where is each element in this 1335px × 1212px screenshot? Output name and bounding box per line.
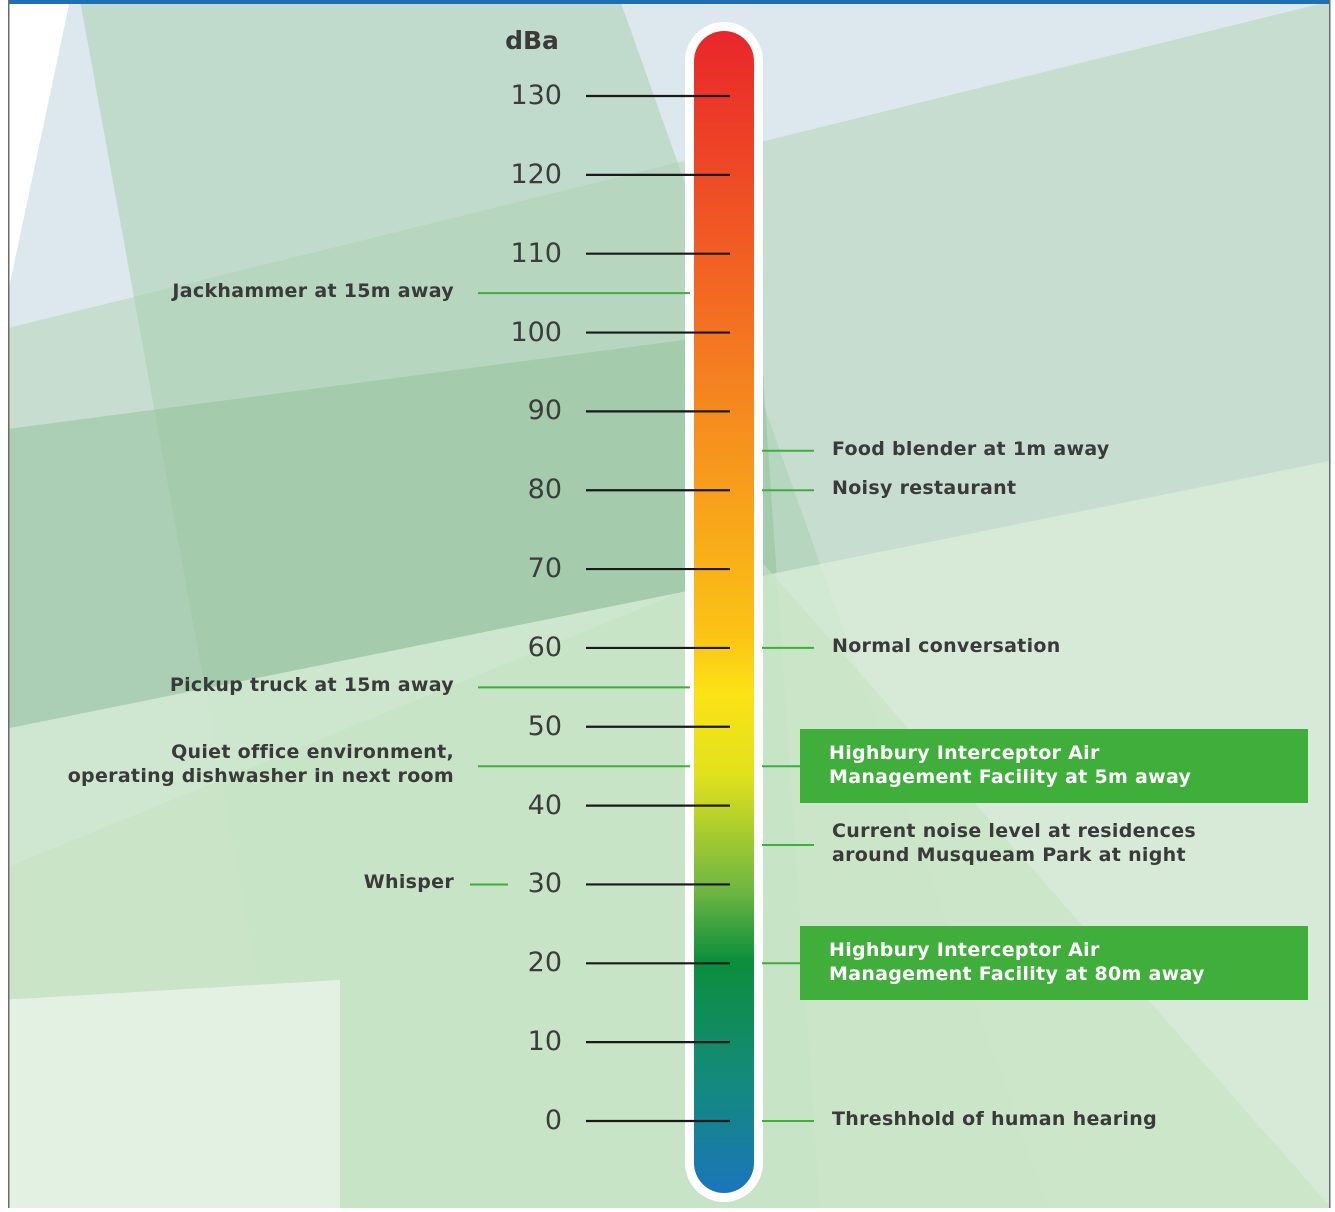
note-text-line: Whisper: [363, 871, 454, 894]
left-annotation: Pickup truck at 15m away: [170, 673, 454, 697]
left-annotation: Whisper: [364, 870, 454, 894]
note-text-line: Noisy restaurant: [832, 477, 1017, 500]
note-text-line: Highbury Interceptor Air: [829, 742, 1100, 765]
tick-label: 20: [527, 947, 562, 979]
note-text-line: Management Facility at 5m away: [829, 766, 1192, 789]
tick-label: 80: [527, 474, 562, 506]
highlight-annotation-box: Highbury Interceptor Air Management Facil…: [800, 729, 1308, 804]
tick-label: 30: [527, 868, 562, 900]
right-annotation: Noisy restaurant: [832, 476, 1016, 500]
tick-label: 50: [527, 710, 562, 742]
right-annotation: Food blender at 1m away: [832, 437, 1110, 461]
tick-label: 40: [527, 789, 562, 821]
right-annotation: Normal conversation: [832, 634, 1061, 658]
tick-label: 10: [527, 1026, 562, 1058]
note-text-line: Threshhold of human hearing: [832, 1108, 1157, 1130]
tick-label: 120: [510, 158, 562, 190]
note-text-line: operating dishwasher in next room: [67, 765, 454, 788]
tick-label: 60: [527, 631, 562, 663]
highlight-annotation-box: Highbury Interceptor Air Management Facil…: [800, 926, 1308, 1001]
note-text-line: Highbury Interceptor Air: [829, 939, 1100, 962]
note-text-line: Quiet office environment,: [171, 741, 454, 764]
right-annotation: Threshhold of human hearing: [832, 1107, 1157, 1131]
tick-label: 100: [510, 316, 562, 348]
note-text-line: Food blender at 1m away: [832, 437, 1110, 460]
left-annotation: Quiet office environment, operating dishw…: [68, 740, 454, 788]
note-text-line: Jackhammer at 15m away: [172, 280, 454, 303]
right-annotation: Current noise level at residences around …: [832, 819, 1196, 867]
note-text-line: around Musqueam Park at night: [832, 844, 1186, 867]
unit-label: dBa: [505, 26, 559, 55]
tick-label: 110: [510, 237, 562, 269]
note-text-line: Normal conversation: [832, 634, 1061, 657]
tick-label: 0: [544, 1105, 562, 1136]
tick-label: 70: [527, 553, 562, 585]
tick-label: 130: [510, 80, 562, 111]
note-text-line: Pickup truck at 15m away: [169, 674, 454, 697]
thermometer-bar: [694, 31, 754, 1193]
note-text-line: Management Facility at 80m away: [829, 963, 1205, 986]
left-annotation: Jackhammer at 15m away: [172, 279, 454, 303]
note-text-line: Current noise level at residences: [832, 820, 1196, 843]
tick-label: 90: [527, 395, 562, 427]
